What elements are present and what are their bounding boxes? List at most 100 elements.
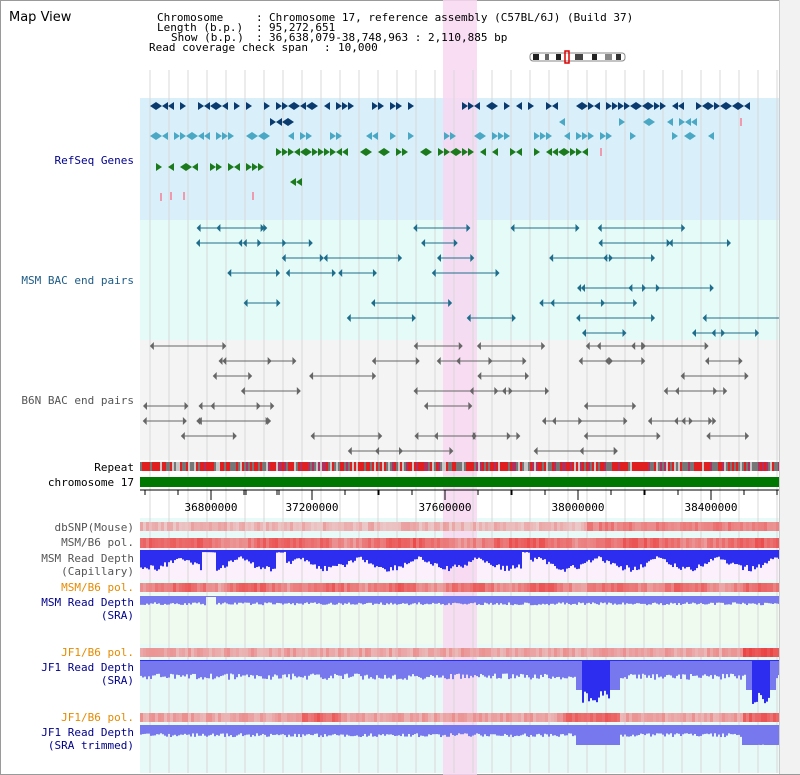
track-label-msm-b6-pol-1[interactable]: MSM/B6 pol. xyxy=(61,536,134,549)
depth-bar xyxy=(532,550,534,562)
bac-end xyxy=(726,239,731,247)
pol-cell xyxy=(314,583,317,592)
repeat-segment xyxy=(176,462,178,471)
track-label-msm-depth-sra[interactable]: MSM Read Depth xyxy=(41,596,134,609)
track-label-msm-depth-capillary[interactable]: MSM Read Depth xyxy=(41,552,134,565)
depth-bar xyxy=(400,725,402,737)
repeat-segment xyxy=(292,462,294,471)
depth-bar xyxy=(400,596,402,604)
pol-cell xyxy=(497,583,500,592)
pol-cell xyxy=(695,713,698,722)
pol-cell xyxy=(725,538,728,548)
repeat-segment xyxy=(584,462,586,471)
depth-bar xyxy=(404,660,406,679)
depth-bar xyxy=(346,660,348,674)
repeat-segment xyxy=(376,462,378,471)
repeat-segment xyxy=(580,462,582,471)
depth-bar xyxy=(600,725,602,745)
repeat-segment xyxy=(262,462,264,471)
pol-cell xyxy=(611,522,614,531)
depth-bar xyxy=(512,550,514,566)
depth-bar xyxy=(472,596,474,604)
pol-cell xyxy=(767,713,770,722)
depth-bar xyxy=(456,596,458,604)
depth-bar xyxy=(738,725,740,735)
depth-bar xyxy=(396,550,398,571)
depth-bar xyxy=(698,596,700,604)
pol-cell xyxy=(773,538,776,548)
depth-bar xyxy=(290,725,292,737)
depth-bar xyxy=(424,660,426,679)
track-label-msm-b6-pol-2[interactable]: MSM/B6 pol. xyxy=(61,581,134,594)
depth-bar xyxy=(186,550,188,561)
chromosome-separator: : xyxy=(256,11,263,24)
track-label-refseq-genes[interactable]: RefSeq Genes xyxy=(54,154,134,167)
depth-bar xyxy=(630,660,632,661)
depth-bar xyxy=(518,596,520,605)
repeat-segment xyxy=(484,462,486,471)
depth-bar xyxy=(338,550,340,564)
pol-cell xyxy=(641,583,644,592)
depth-bar xyxy=(172,725,174,736)
pol-cell xyxy=(173,583,176,592)
pol-cell xyxy=(755,538,758,548)
gene-exon xyxy=(174,132,180,140)
pol-cell xyxy=(734,522,737,531)
depth-bar xyxy=(328,725,330,736)
pol-cell xyxy=(419,522,422,531)
repeat-segment xyxy=(238,462,240,471)
pol-cell xyxy=(542,648,545,657)
depth-bar xyxy=(336,660,338,661)
track-label-jf1-b6-pol-1[interactable]: JF1/B6 pol. xyxy=(61,646,134,659)
track-label-jf1-b6-pol-2[interactable]: JF1/B6 pol. xyxy=(61,711,134,724)
depth-bar xyxy=(430,660,432,661)
depth-bar xyxy=(220,660,222,661)
pol-cell xyxy=(551,538,554,548)
pol-cell xyxy=(494,713,497,722)
pol-cell xyxy=(386,538,389,548)
bac-end xyxy=(142,402,147,410)
repeat-segment xyxy=(468,462,470,471)
depth-bar xyxy=(612,725,614,745)
bac-end xyxy=(622,329,627,337)
pol-cell xyxy=(224,713,227,722)
depth-bar xyxy=(264,550,266,569)
depth-bar xyxy=(308,660,310,676)
vertical-scrollbar[interactable] xyxy=(779,0,800,774)
depth-bar xyxy=(754,725,756,745)
pol-cell xyxy=(368,522,371,531)
depth-bar xyxy=(176,725,178,737)
gene-exon xyxy=(186,132,192,140)
depth-bar xyxy=(514,725,516,737)
track-label-jf1-depth-sra[interactable]: JF1 Read Depth xyxy=(41,661,134,674)
depth-bar xyxy=(348,660,350,678)
pol-cell xyxy=(425,713,428,722)
track-label-msm-bac[interactable]: MSM BAC end pairs xyxy=(21,274,134,287)
bac-end xyxy=(414,432,419,440)
pol-cell xyxy=(188,713,191,722)
depth-bar xyxy=(474,660,476,661)
track-label-dbsnp[interactable]: dbSNP(Mouse) xyxy=(54,521,134,534)
depth-bar xyxy=(566,550,568,569)
pol-cell xyxy=(566,538,569,548)
depth-bar xyxy=(562,550,564,570)
depth-bar xyxy=(508,550,510,571)
pol-cell xyxy=(590,522,593,531)
bac-end xyxy=(431,269,436,277)
pol-cell xyxy=(674,583,677,592)
depth-bar xyxy=(368,660,370,661)
pol-cell xyxy=(272,583,275,592)
depth-bar xyxy=(544,660,546,661)
pol-cell xyxy=(596,583,599,592)
depth-bar xyxy=(182,660,184,661)
track-label-b6n-bac[interactable]: B6N BAC end pairs xyxy=(21,394,134,407)
track-label-jf1-depth-trimmed[interactable]: JF1 Read Depth xyxy=(41,726,134,739)
depth-bar xyxy=(234,660,236,680)
pol-cell xyxy=(560,713,563,722)
repeat-segment xyxy=(422,462,424,471)
repeat-segment xyxy=(664,462,666,471)
depth-bar xyxy=(332,660,334,661)
repeat-segment xyxy=(686,462,688,471)
depth-bar xyxy=(654,596,656,603)
